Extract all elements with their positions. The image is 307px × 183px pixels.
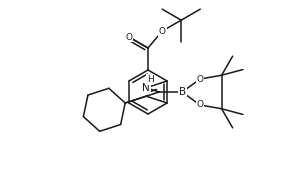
- Text: O: O: [159, 27, 166, 36]
- Text: O: O: [196, 100, 204, 109]
- Text: H: H: [147, 75, 154, 84]
- Text: O: O: [196, 74, 204, 84]
- Text: N: N: [142, 83, 150, 93]
- Text: B: B: [179, 87, 186, 97]
- Text: O: O: [126, 33, 132, 42]
